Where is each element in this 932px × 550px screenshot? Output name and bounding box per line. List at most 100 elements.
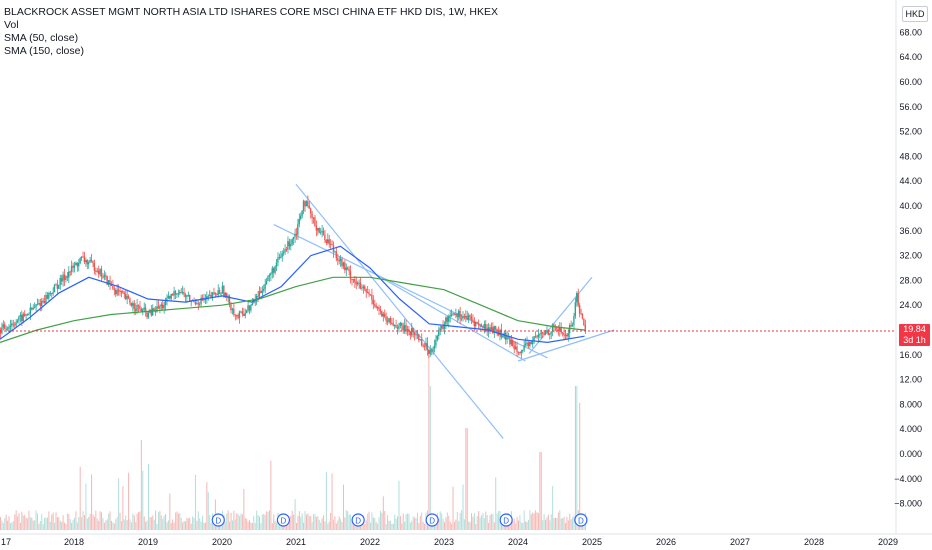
volume-bar (156, 523, 158, 530)
candle-body (403, 324, 406, 331)
volume-bar (404, 521, 406, 530)
candle-body (124, 294, 127, 300)
candle-body (473, 321, 475, 327)
candle-body (576, 293, 578, 303)
dividend-marker: D (276, 513, 291, 527)
volume-bar (313, 514, 315, 530)
volume-bar (512, 521, 514, 530)
candle-body (378, 306, 380, 310)
volume-bar (136, 513, 138, 530)
volume-bar (392, 523, 394, 530)
dividend-circle (499, 513, 513, 527)
x-tick-label: 2021 (286, 537, 306, 547)
volume-bar (199, 518, 201, 530)
volume-bar (58, 517, 60, 530)
volume-bar (260, 523, 262, 530)
volume-bar (66, 513, 68, 530)
volume-bar (372, 517, 374, 530)
candle-body (181, 292, 184, 294)
candle-body (96, 270, 98, 272)
x-tick-label: 2027 (730, 537, 750, 547)
volume-bar (479, 517, 481, 530)
candle-body (566, 334, 568, 337)
candle-body (510, 340, 512, 345)
candle-body (329, 243, 332, 245)
candle-body (58, 284, 60, 289)
volume-bar (1, 520, 3, 530)
volume-bar (347, 511, 349, 530)
volume-bar (401, 523, 403, 530)
volume-bar (179, 513, 181, 530)
candle-body (373, 304, 376, 306)
candle-body (365, 289, 367, 293)
volume-bar (27, 518, 29, 530)
candle-body (408, 329, 410, 332)
volume-bar (42, 523, 44, 530)
candle-body (129, 298, 131, 303)
volume-bar (357, 523, 359, 530)
candle-body (514, 346, 517, 350)
candle-body (228, 296, 231, 305)
currency-button[interactable]: HKD (902, 6, 928, 22)
candle-body (564, 334, 567, 336)
volume-bar (308, 515, 310, 530)
candle-body (469, 315, 471, 317)
trend-line (528, 276, 593, 354)
volume-bar (562, 518, 564, 530)
y-tick-label: 12.00 (899, 375, 922, 385)
volume-bar (126, 520, 128, 530)
candle-body (106, 276, 108, 285)
candle-body (479, 324, 481, 326)
volume-bar (287, 519, 289, 530)
volume-bar (395, 518, 397, 530)
volume-bar (422, 521, 424, 530)
volume-bar (261, 514, 263, 530)
dividend-marker: D (499, 513, 513, 527)
candle-body (97, 270, 100, 275)
candle-body (570, 325, 572, 327)
candle-body (523, 345, 525, 350)
volume-bar (310, 516, 312, 530)
volume-bar (397, 516, 399, 530)
candle-body (38, 303, 40, 305)
volume-bar (563, 516, 565, 530)
candle-body (13, 324, 16, 326)
volume-bar (78, 517, 80, 530)
candle-body (133, 303, 135, 309)
candle-body (28, 313, 30, 315)
volume-bar (409, 522, 411, 530)
candle-body (157, 306, 160, 309)
candle-body (25, 314, 27, 316)
volume-bar (32, 520, 34, 530)
candle-body (438, 330, 440, 336)
volume-bar (574, 386, 576, 530)
volume-bar (560, 518, 562, 530)
volume-bar (520, 522, 522, 530)
dividend-marker: D (425, 513, 439, 527)
candle-body (533, 336, 535, 341)
candle-body (416, 334, 419, 336)
y-tick-label: 44.00 (899, 176, 922, 186)
candle-body (258, 290, 261, 297)
volume-bar (227, 510, 229, 530)
volume-bar (194, 474, 196, 530)
candle-body (0, 330, 2, 334)
candle-body (275, 262, 278, 267)
volume-bar (116, 517, 118, 530)
volume-bar (318, 519, 320, 530)
candle-body (197, 303, 199, 305)
volume-bar (317, 516, 319, 530)
candle-body (480, 324, 483, 327)
candle-body (553, 324, 555, 328)
volume-bar (246, 518, 248, 530)
last-price-countdown: 3d 1h (903, 335, 926, 345)
candle-body (298, 218, 300, 225)
volume-bar (257, 515, 259, 530)
candle-body (573, 316, 575, 325)
price-series (0, 195, 586, 359)
candle-body (493, 326, 495, 334)
x-axis: 17 2018 2019 2020 2021 2022 2023 2024 2025 2026 20… (1, 537, 898, 547)
candle-body (186, 295, 188, 297)
candle-body (372, 299, 374, 305)
